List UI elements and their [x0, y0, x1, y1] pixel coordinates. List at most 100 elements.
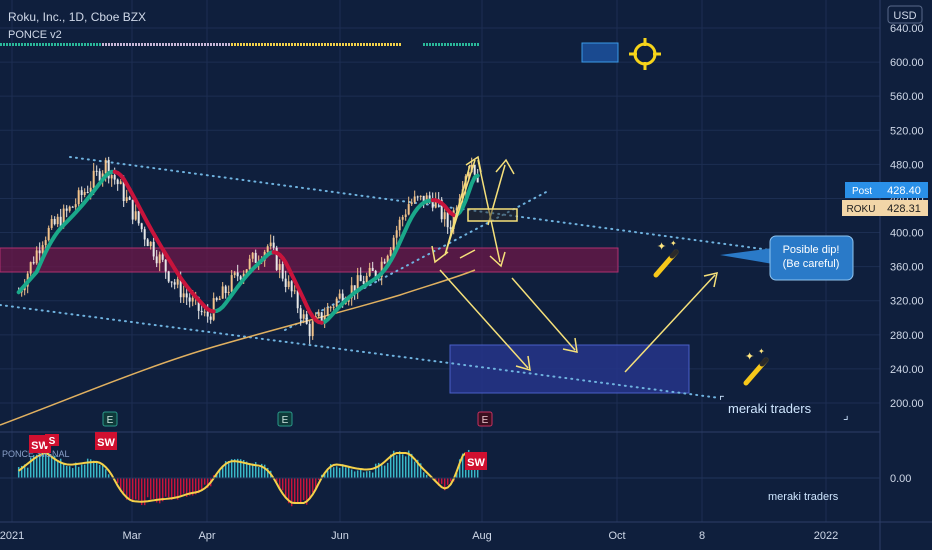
time-tick-label: 2022 — [814, 530, 838, 542]
strip-tick — [3, 43, 5, 46]
arrow-up-3 — [624, 274, 716, 373]
ponce-indicator-strip — [0, 43, 479, 46]
strip-tick — [96, 43, 98, 46]
candle-body — [155, 256, 158, 264]
candle-body — [446, 212, 449, 228]
candle-body — [341, 293, 344, 304]
strip-tick — [9, 43, 11, 46]
candle-body — [248, 258, 251, 270]
candle-body — [236, 272, 239, 277]
candle-body — [80, 190, 83, 195]
candle-body — [47, 227, 50, 241]
earnings-marker-3[interactable]: E — [477, 411, 493, 427]
strip-tick — [177, 43, 179, 46]
strip-tick — [291, 43, 293, 46]
candle-body — [389, 249, 392, 256]
strip-tick — [195, 43, 197, 46]
candle-body — [107, 159, 110, 179]
candle-body — [365, 275, 368, 284]
price-tick-label: 240.00 — [890, 364, 924, 376]
strip-tick — [432, 43, 434, 46]
strip-tick — [237, 43, 239, 46]
candle-body — [128, 197, 131, 200]
candle-body — [197, 297, 200, 311]
candle-body — [134, 211, 137, 220]
resistance-zone — [0, 247, 619, 273]
strip-tick — [186, 43, 188, 46]
candle-body — [356, 275, 359, 293]
strip-tick — [228, 43, 230, 46]
strip-tick — [222, 43, 224, 46]
strip-tick — [15, 43, 17, 46]
ma-ribbon-bear — [112, 169, 456, 325]
candle-body — [419, 195, 422, 197]
strip-tick — [378, 43, 380, 46]
price-tick-label: 360.00 — [890, 262, 924, 274]
candle-body — [62, 208, 65, 227]
candle-body — [140, 223, 143, 230]
small-blue-box[interactable] — [581, 42, 619, 63]
earnings-marker-1[interactable]: E — [102, 411, 118, 427]
strip-tick — [279, 43, 281, 46]
candle-body — [233, 272, 236, 276]
brand-bracket-left: ⌜ — [719, 394, 725, 408]
arrow-connector — [459, 249, 476, 259]
candle-body — [422, 195, 425, 205]
strip-tick — [459, 43, 461, 46]
candle-body — [35, 250, 38, 264]
strip-tick — [168, 43, 170, 46]
candle-body — [323, 315, 326, 322]
candle-body — [137, 211, 140, 224]
strip-tick — [297, 43, 299, 46]
strip-tick — [339, 43, 341, 46]
time-axis-ticks: 2021 Mar Apr Jun Aug Oct 8 2022 — [0, 530, 838, 542]
strip-tick — [204, 43, 206, 46]
price-tick-label: 200.00 — [890, 398, 924, 410]
strip-tick — [126, 43, 128, 46]
candle-body — [227, 291, 230, 294]
svg-text:SW: SW — [467, 457, 485, 469]
candle-body — [308, 323, 311, 337]
possible-dip-callout: Posible dip! (Be careful) — [720, 235, 854, 281]
strip-tick — [384, 43, 386, 46]
strip-tick — [369, 43, 371, 46]
arrow-down-3 — [439, 269, 529, 369]
candle-body — [245, 269, 248, 274]
strip-tick — [300, 43, 302, 46]
candle-body — [359, 275, 362, 282]
time-tick-label: Mar — [123, 530, 142, 542]
strip-tick — [87, 43, 89, 46]
candle-body — [332, 306, 335, 308]
currency-badge[interactable]: USD — [887, 5, 923, 24]
strip-tick — [210, 43, 212, 46]
candle-body — [239, 276, 242, 280]
price-highlight-box — [467, 208, 518, 222]
candle-body — [455, 209, 458, 211]
candle-body — [467, 172, 470, 177]
strip-tick — [477, 43, 479, 46]
candle-body — [473, 164, 476, 175]
strip-tick — [465, 43, 467, 46]
osc-axis-tick: 0.00 — [890, 473, 911, 485]
candle-body — [386, 255, 389, 264]
target-zone — [449, 344, 690, 394]
oscillator-line — [18, 451, 479, 504]
strip-tick — [276, 43, 278, 46]
candle-body — [284, 278, 287, 287]
candle-body — [95, 170, 98, 172]
candle-body — [353, 285, 356, 293]
strip-tick — [309, 43, 311, 46]
strip-tick — [66, 43, 68, 46]
svg-text:S: S — [49, 436, 56, 447]
strip-tick — [315, 43, 317, 46]
strip-tick — [288, 43, 290, 46]
candle-body — [431, 199, 434, 208]
arrowhead-down-1 — [431, 245, 449, 264]
candle-body — [131, 199, 134, 220]
svg-text:SW: SW — [31, 440, 49, 452]
strip-tick — [207, 43, 209, 46]
strip-tick — [447, 43, 449, 46]
earnings-marker-2[interactable]: E — [277, 411, 293, 427]
strip-tick — [150, 43, 152, 46]
strip-tick — [372, 43, 374, 46]
